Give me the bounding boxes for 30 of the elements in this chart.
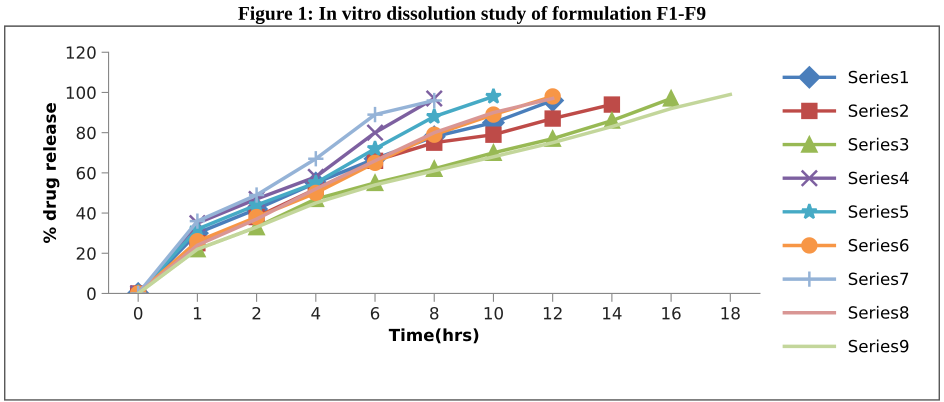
x-tick-label: 12: [544, 306, 562, 320]
legend-label: Series3: [848, 138, 908, 151]
legend-label: Series2: [848, 104, 908, 118]
y-tick-label: 20: [76, 247, 96, 260]
x-tick-label: 10: [484, 306, 503, 320]
x-tick-label: 1: [194, 307, 202, 320]
x-tick-label: 16: [662, 306, 681, 320]
y-tick-label: 80: [76, 126, 96, 140]
x-tick-label: 18: [722, 306, 740, 320]
x-tick-label: 0: [134, 306, 142, 320]
x-tick-label: 14: [603, 307, 622, 320]
legend-label: Series1: [848, 70, 908, 84]
legend-label: Series9: [848, 340, 908, 352]
x-tick-label: 4: [311, 307, 320, 320]
legend-label: Series5: [848, 204, 908, 218]
chart-title: Figure 1: In vitro dissolution study of formulation F1-F9: [238, 6, 706, 24]
y-tick-label: 60: [76, 166, 96, 180]
x-tick-label: 8: [430, 306, 438, 320]
legend-label: Series4: [848, 171, 909, 184]
y-tick-label: 40: [76, 207, 96, 220]
legend-label: Series8: [848, 306, 908, 319]
y-tick-label: 100: [66, 86, 96, 100]
x-tick-label: 2: [252, 306, 260, 320]
x-tick-label: 6: [370, 306, 380, 320]
legend-label: Series6: [848, 238, 908, 252]
y-tick-label: 0: [87, 287, 96, 300]
x-axis-title: Time(hrs): [388, 328, 478, 344]
legend-label: Series7: [848, 272, 908, 286]
y-axis-title: % drug release: [43, 103, 60, 243]
y-tick-label: 120: [66, 46, 96, 59]
